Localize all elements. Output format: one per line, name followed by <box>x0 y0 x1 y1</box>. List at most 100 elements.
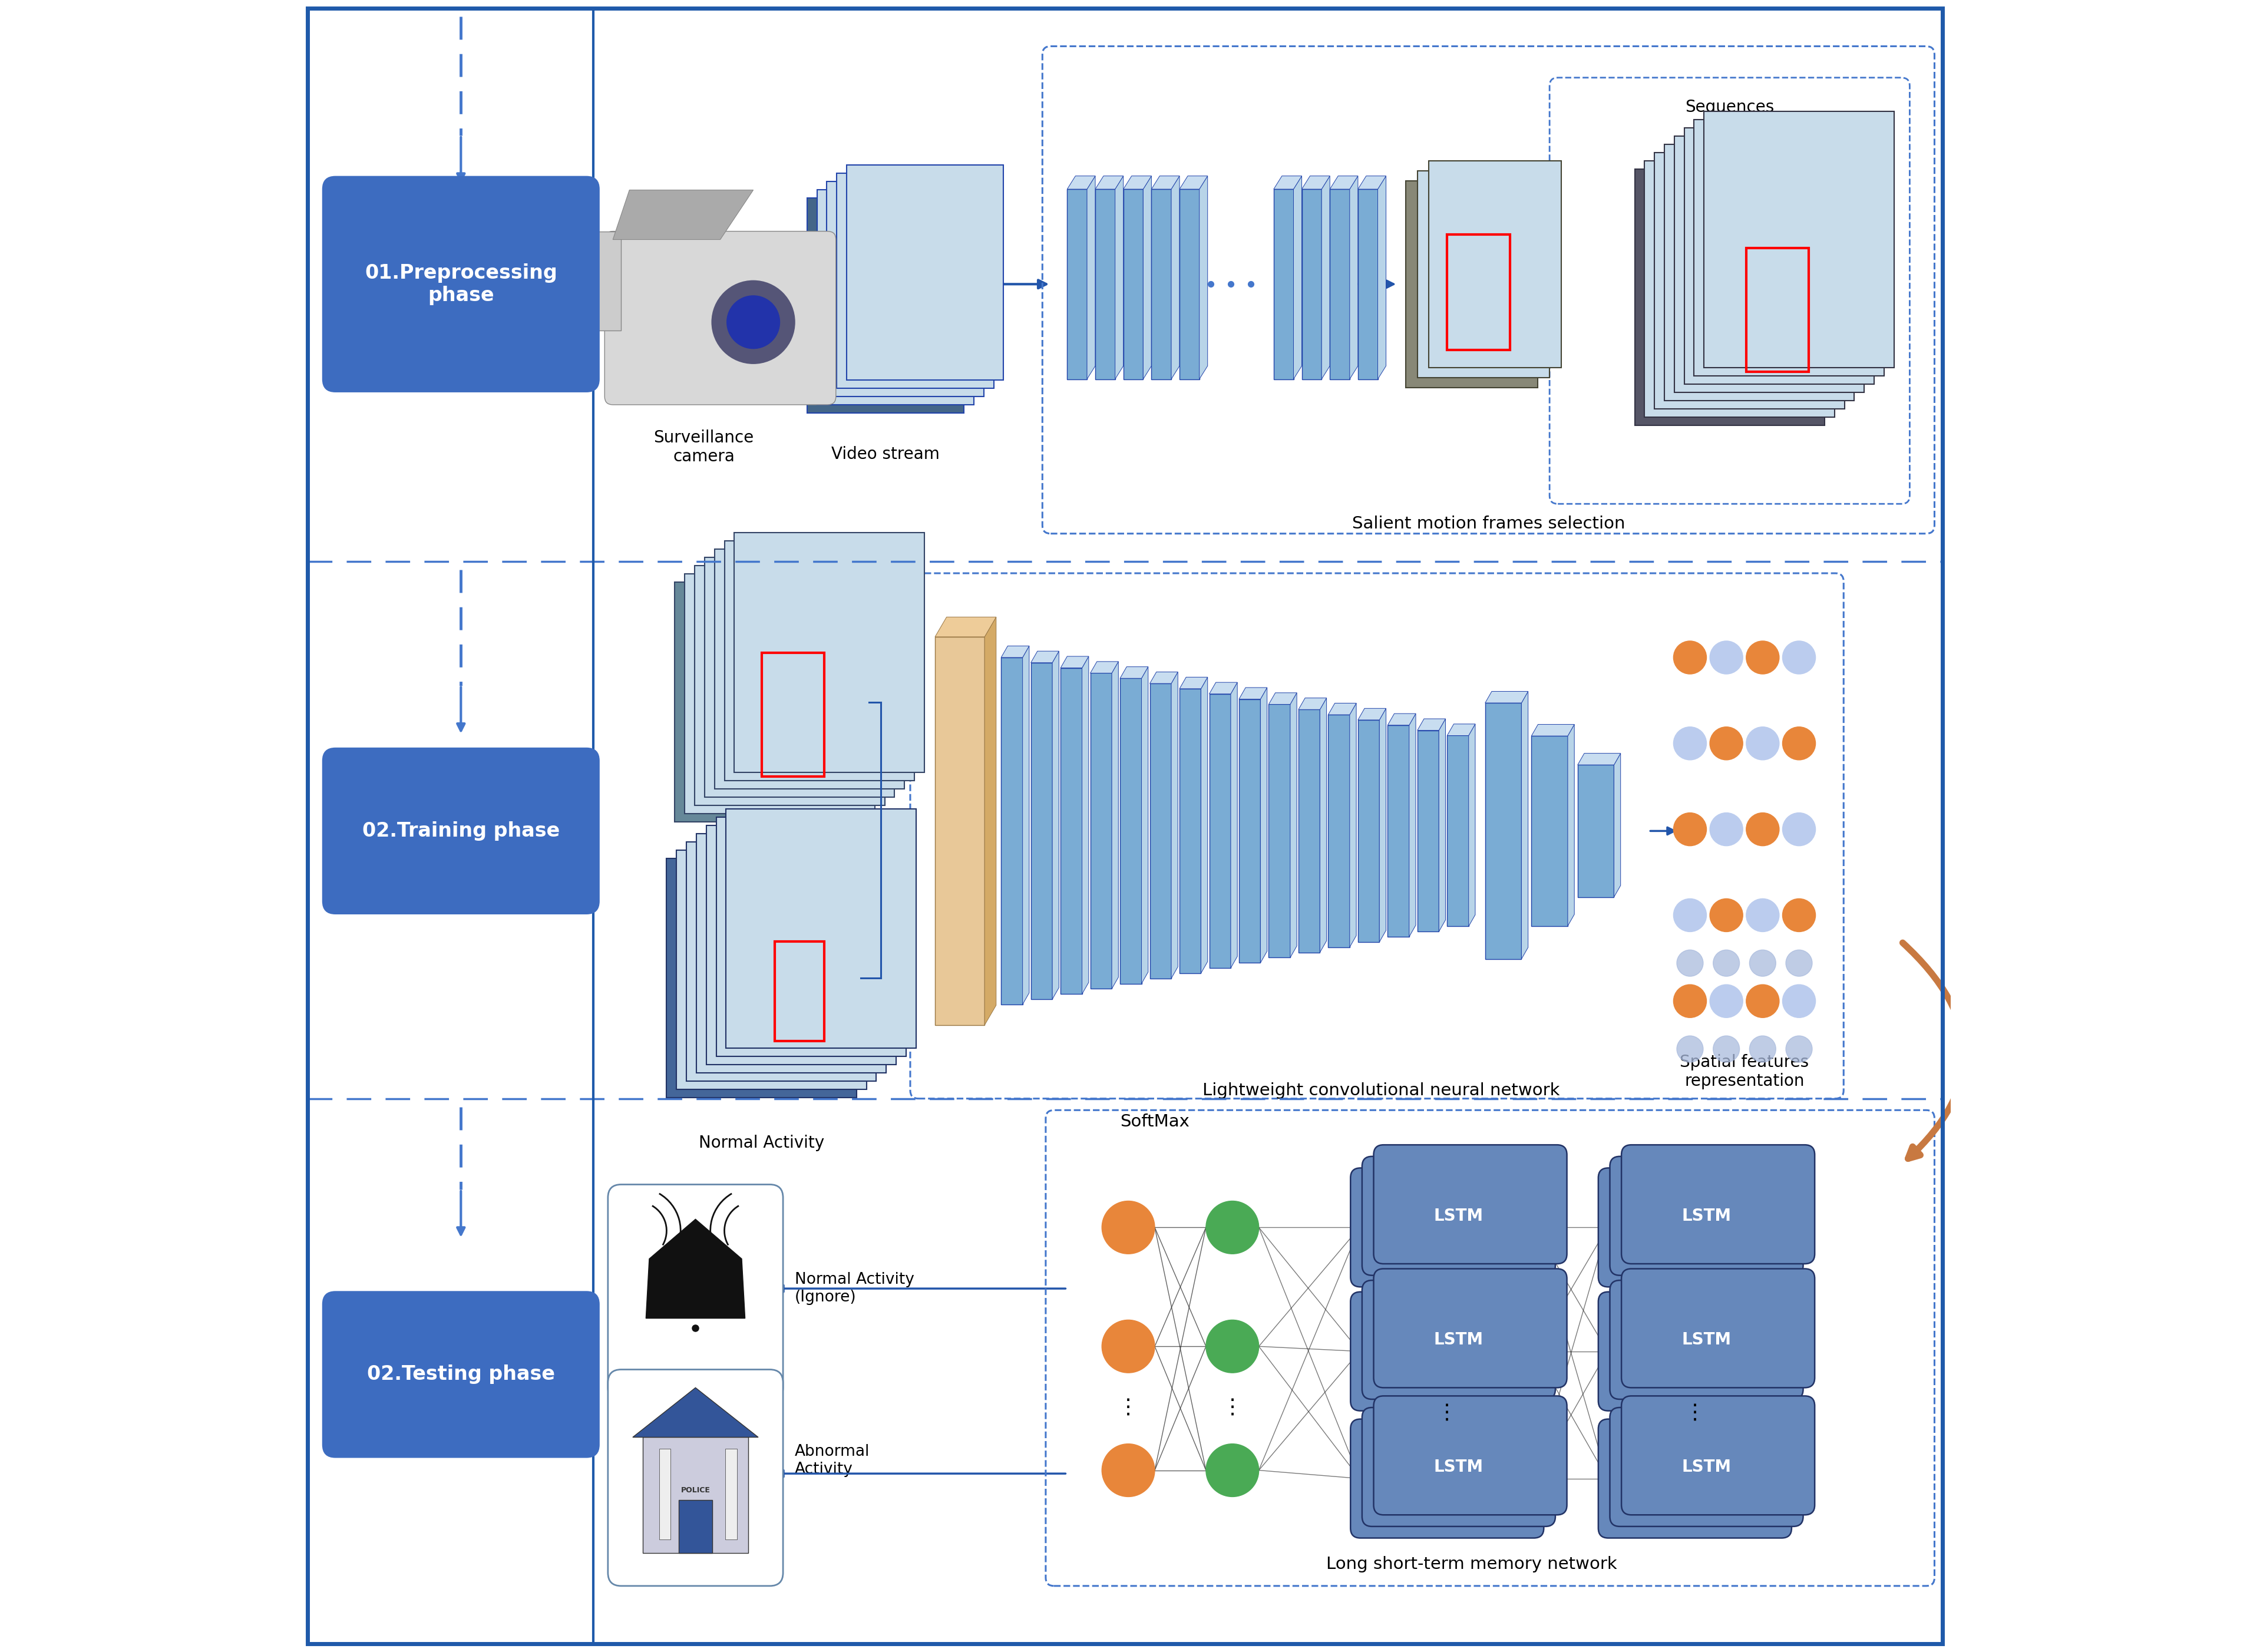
FancyBboxPatch shape <box>1418 170 1550 377</box>
Polygon shape <box>1096 177 1123 188</box>
Text: Spatial features
representation: Spatial features representation <box>1681 1054 1809 1090</box>
FancyBboxPatch shape <box>1429 160 1562 367</box>
FancyBboxPatch shape <box>1150 684 1172 978</box>
Circle shape <box>1674 899 1705 932</box>
Circle shape <box>711 281 794 363</box>
Polygon shape <box>1418 719 1444 730</box>
Polygon shape <box>1208 682 1238 694</box>
FancyBboxPatch shape <box>695 565 884 806</box>
FancyBboxPatch shape <box>1598 1168 1791 1287</box>
FancyBboxPatch shape <box>1359 188 1377 380</box>
FancyBboxPatch shape <box>1066 188 1087 380</box>
FancyBboxPatch shape <box>659 1449 670 1540</box>
FancyBboxPatch shape <box>826 182 983 396</box>
Text: Normal Activity
(Ignore): Normal Activity (Ignore) <box>794 1272 914 1305</box>
FancyBboxPatch shape <box>1703 112 1894 367</box>
Polygon shape <box>632 1388 758 1437</box>
FancyBboxPatch shape <box>322 1292 601 1459</box>
FancyBboxPatch shape <box>686 843 875 1082</box>
Polygon shape <box>1172 672 1177 978</box>
Text: Sequences: Sequences <box>1685 99 1775 116</box>
FancyBboxPatch shape <box>1532 737 1568 925</box>
FancyBboxPatch shape <box>1179 689 1202 973</box>
FancyBboxPatch shape <box>1269 704 1289 958</box>
FancyBboxPatch shape <box>1179 188 1199 380</box>
FancyBboxPatch shape <box>1550 78 1910 504</box>
FancyArrowPatch shape <box>1904 943 1964 1158</box>
Polygon shape <box>1328 704 1357 715</box>
FancyBboxPatch shape <box>1350 1292 1544 1411</box>
Text: LSTM: LSTM <box>1681 1459 1730 1475</box>
Circle shape <box>1674 641 1705 674</box>
FancyBboxPatch shape <box>322 177 601 393</box>
Polygon shape <box>1388 714 1415 725</box>
FancyBboxPatch shape <box>608 1370 783 1586</box>
Text: POLICE: POLICE <box>682 1487 711 1493</box>
FancyBboxPatch shape <box>1350 1168 1544 1287</box>
Polygon shape <box>1022 646 1028 1004</box>
Polygon shape <box>1532 724 1575 737</box>
FancyBboxPatch shape <box>1388 725 1408 937</box>
FancyBboxPatch shape <box>1622 1396 1816 1515</box>
Text: LSTM: LSTM <box>1681 1332 1730 1348</box>
Polygon shape <box>1330 177 1359 188</box>
Circle shape <box>1674 813 1705 846</box>
Circle shape <box>1674 727 1705 760</box>
Circle shape <box>1782 899 1816 932</box>
Polygon shape <box>1359 709 1386 720</box>
Circle shape <box>1710 985 1744 1018</box>
Polygon shape <box>1120 667 1148 679</box>
Circle shape <box>1746 899 1780 932</box>
Polygon shape <box>986 616 997 1024</box>
FancyBboxPatch shape <box>1091 672 1112 990</box>
FancyBboxPatch shape <box>677 849 866 1090</box>
Polygon shape <box>1469 724 1476 927</box>
Circle shape <box>1102 1320 1154 1373</box>
Polygon shape <box>1001 646 1028 657</box>
FancyBboxPatch shape <box>608 1184 783 1401</box>
FancyBboxPatch shape <box>1350 1419 1544 1538</box>
Circle shape <box>1102 1444 1154 1497</box>
Polygon shape <box>1082 656 1089 995</box>
FancyBboxPatch shape <box>1685 127 1874 385</box>
Circle shape <box>1710 813 1744 846</box>
FancyBboxPatch shape <box>846 165 1004 380</box>
Polygon shape <box>1123 177 1152 188</box>
Circle shape <box>1676 950 1703 976</box>
FancyBboxPatch shape <box>675 583 864 823</box>
Circle shape <box>1710 641 1744 674</box>
Text: 02.Testing phase: 02.Testing phase <box>367 1365 556 1384</box>
Text: Surveillance
camera: Surveillance camera <box>652 430 754 466</box>
Polygon shape <box>1066 177 1096 188</box>
Text: Lightweight convolutional neural network: Lightweight convolutional neural network <box>1202 1082 1559 1099</box>
FancyBboxPatch shape <box>1694 121 1883 377</box>
Polygon shape <box>1231 682 1238 968</box>
FancyBboxPatch shape <box>1123 188 1143 380</box>
Circle shape <box>1786 1036 1811 1062</box>
Circle shape <box>1206 1201 1258 1254</box>
FancyBboxPatch shape <box>1609 1280 1802 1399</box>
FancyBboxPatch shape <box>1120 679 1141 983</box>
FancyBboxPatch shape <box>725 1449 736 1540</box>
Polygon shape <box>936 616 997 636</box>
Polygon shape <box>1321 177 1330 380</box>
Polygon shape <box>1030 651 1060 662</box>
Circle shape <box>1751 1036 1775 1062</box>
Polygon shape <box>1577 753 1620 765</box>
FancyBboxPatch shape <box>725 542 914 781</box>
Circle shape <box>1782 641 1816 674</box>
Polygon shape <box>1240 687 1267 699</box>
FancyBboxPatch shape <box>817 190 974 405</box>
FancyBboxPatch shape <box>1030 662 1053 999</box>
Circle shape <box>1782 813 1816 846</box>
Circle shape <box>1746 727 1780 760</box>
Polygon shape <box>1447 724 1476 735</box>
Circle shape <box>1746 813 1780 846</box>
Polygon shape <box>1613 753 1620 897</box>
Polygon shape <box>1087 177 1096 380</box>
Circle shape <box>1676 1036 1703 1062</box>
FancyBboxPatch shape <box>695 834 886 1074</box>
FancyBboxPatch shape <box>680 1500 711 1553</box>
FancyBboxPatch shape <box>1598 1292 1791 1411</box>
FancyBboxPatch shape <box>837 173 995 388</box>
